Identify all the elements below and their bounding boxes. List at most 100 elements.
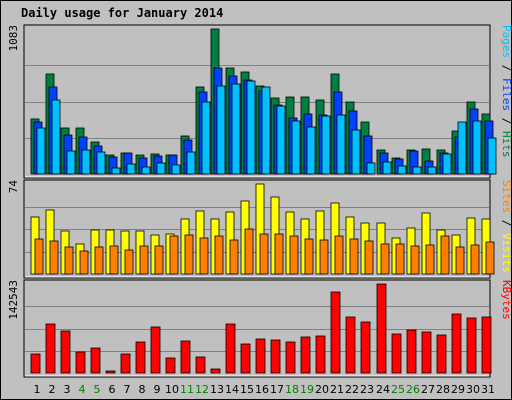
bar-pages-day-19 — [306, 126, 316, 175]
panel-visits-sites: 74 Sites / Visits — [7, 179, 512, 279]
bar-kbytes-day-2 — [45, 323, 56, 374]
bar-kbytes-day-9 — [150, 326, 161, 374]
day-label-30: 30 — [466, 383, 480, 396]
bar-sites-day-5 — [94, 246, 104, 275]
bar-pages-day-27 — [427, 166, 437, 175]
panel-hits-files-pages: 1083 Pages / Files / Hits — [7, 24, 512, 179]
bar-sites-day-29 — [455, 246, 465, 275]
panel-series-legend: Sites / Visits — [500, 180, 512, 273]
bar-kbytes-day-3 — [60, 330, 71, 374]
bar-sites-day-21 — [334, 235, 344, 275]
bar-pages-day-20 — [321, 115, 331, 175]
day-label-18: 18 — [285, 383, 299, 396]
bar-pages-day-4 — [81, 149, 91, 175]
bar-kbytes-day-25 — [391, 333, 402, 374]
bar-kbytes-day-15 — [240, 343, 251, 374]
panel-series-legend: Pages / Files / Hits — [500, 25, 512, 158]
day-label-27: 27 — [421, 383, 435, 396]
bar-sites-day-9 — [154, 245, 164, 275]
bar-pages-day-16 — [261, 86, 271, 175]
bar-pages-day-18 — [291, 120, 301, 175]
bar-kbytes-day-7 — [120, 353, 131, 374]
bar-kbytes-day-20 — [315, 335, 326, 374]
bar-kbytes-day-12 — [195, 356, 206, 374]
panel-kbytes: 142543 KBytes — [7, 279, 512, 378]
bar-pages-day-24 — [382, 161, 392, 175]
bar-pages-day-5 — [96, 151, 106, 175]
bar-kbytes-day-24 — [376, 283, 387, 374]
day-label-26: 26 — [406, 383, 420, 396]
day-axis-labels: 1 2 3 4 5 6 7 8 9 10 11 12 13 14 15 16 17 18 19 20 21 22 23 24 2… — [34, 383, 496, 396]
bar-pages-day-8 — [141, 166, 151, 175]
legend-entry: Visits — [500, 233, 512, 273]
bar-sites-day-11 — [184, 234, 194, 275]
bar-sites-day-25 — [395, 243, 405, 275]
bar-sites-day-4 — [79, 250, 89, 275]
bar-sites-day-27 — [425, 244, 435, 275]
legend-entry: Sites — [500, 180, 512, 213]
day-label-24: 24 — [376, 383, 390, 396]
day-label-31: 31 — [481, 383, 495, 396]
bar-pages-day-7 — [126, 163, 136, 175]
bar-sites-day-22 — [349, 238, 359, 275]
legend-entry: Hits — [500, 131, 512, 158]
chart-title: Daily usage for January 2014 — [21, 6, 223, 20]
bar-kbytes-day-28 — [436, 334, 447, 374]
legend-entry: / — [500, 58, 512, 78]
bar-pages-day-11 — [186, 151, 196, 175]
bar-pages-day-30 — [472, 120, 482, 175]
day-label-17: 17 — [270, 383, 284, 396]
day-label-25: 25 — [391, 383, 405, 396]
day-label-16: 16 — [255, 383, 269, 396]
chart-panels: 1083 Pages / Files / Hits 74 Sites / Visits… — [7, 24, 512, 378]
day-label-23: 23 — [360, 383, 374, 396]
bar-sites-day-1 — [34, 238, 44, 275]
legend-entry: Pages — [500, 25, 512, 58]
day-label-7: 7 — [124, 383, 131, 396]
bar-sites-day-8 — [139, 245, 149, 275]
bar-pages-day-31 — [487, 137, 497, 175]
day-label-19: 19 — [300, 383, 314, 396]
bar-sites-day-30 — [470, 244, 480, 275]
bar-kbytes-day-1 — [30, 353, 41, 374]
day-label-1: 1 — [34, 383, 41, 396]
bar-kbytes-day-31 — [481, 316, 492, 374]
bar-sites-day-3 — [64, 246, 74, 275]
bar-kbytes-day-23 — [360, 321, 371, 374]
bar-pages-day-2 — [51, 99, 61, 175]
bar-pages-day-23 — [366, 162, 376, 175]
bar-pages-day-10 — [171, 164, 181, 175]
legend-entry: Files — [500, 78, 512, 111]
day-label-21: 21 — [330, 383, 344, 396]
panel-max-label: 142543 — [7, 280, 20, 320]
bar-kbytes-day-27 — [421, 331, 432, 374]
bar-sites-day-7 — [124, 249, 134, 275]
bar-pages-day-13 — [216, 85, 226, 175]
bar-pages-day-15 — [246, 80, 256, 175]
bar-kbytes-day-21 — [330, 291, 341, 374]
legend-entry: / — [500, 111, 512, 131]
bar-pages-day-25 — [397, 165, 407, 175]
day-label-5: 5 — [94, 383, 101, 396]
bar-kbytes-day-4 — [75, 351, 86, 374]
bar-sites-day-13 — [214, 235, 224, 275]
bar-kbytes-day-16 — [255, 338, 266, 374]
bar-pages-day-21 — [336, 114, 346, 175]
bar-kbytes-day-30 — [466, 317, 477, 374]
bar-sites-day-31 — [485, 241, 495, 275]
bar-sites-day-6 — [109, 245, 119, 275]
day-label-12: 12 — [195, 383, 209, 396]
bar-sites-day-18 — [289, 235, 299, 275]
bar-sites-day-2 — [49, 240, 59, 275]
bar-kbytes-day-17 — [270, 339, 281, 374]
day-label-13: 13 — [210, 383, 224, 396]
bar-kbytes-day-29 — [451, 313, 462, 374]
bar-sites-day-19 — [304, 238, 314, 275]
bar-pages-day-6 — [111, 167, 121, 175]
bar-pages-day-22 — [351, 129, 361, 175]
bar-kbytes-day-6 — [105, 370, 116, 374]
bar-sites-day-26 — [410, 245, 420, 275]
day-label-6: 6 — [109, 383, 116, 396]
bar-sites-day-10 — [169, 235, 179, 275]
